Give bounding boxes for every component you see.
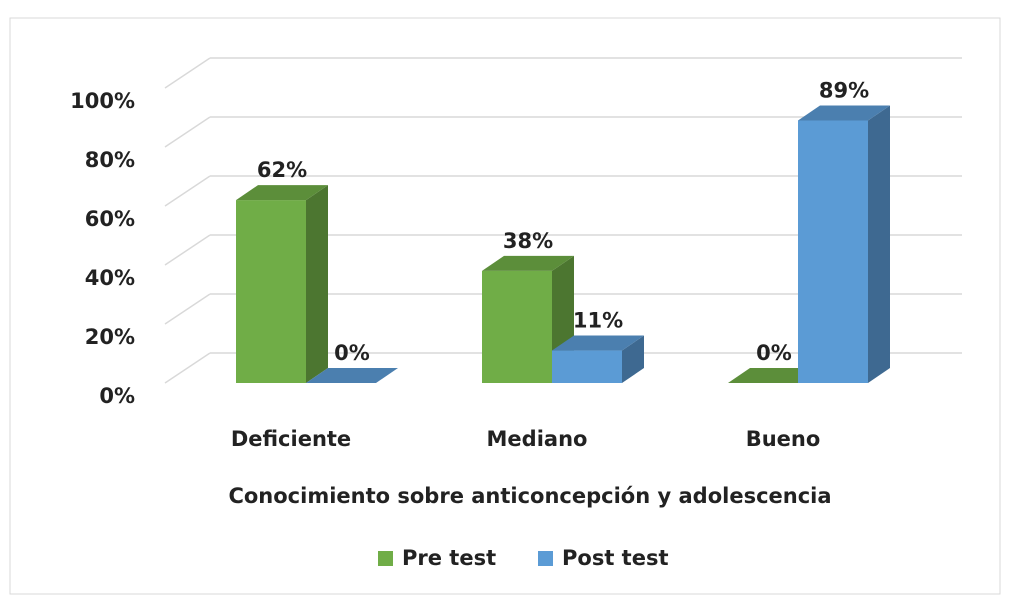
- legend-label: Post test: [562, 546, 669, 570]
- legend-swatch: [378, 551, 393, 566]
- legend-label: Pre test: [402, 546, 496, 570]
- bar: [482, 270, 552, 383]
- y-tick-label: 60%: [85, 207, 135, 231]
- data-label: 0%: [756, 341, 792, 365]
- bar: [798, 120, 868, 383]
- y-tick-label: 100%: [70, 89, 135, 113]
- grid-line: [164, 175, 211, 207]
- bar-top: [552, 335, 644, 351]
- grid-line: [164, 57, 211, 89]
- y-tick-label: 80%: [85, 148, 135, 172]
- y-tick-label: 40%: [85, 266, 135, 290]
- bar: [552, 350, 622, 383]
- x-tick-label: Bueno: [746, 427, 821, 451]
- grid-line: [164, 234, 211, 266]
- y-tick-label: 20%: [85, 325, 135, 349]
- bar-side: [306, 185, 328, 383]
- y-tick-label: 0%: [99, 384, 135, 408]
- x-axis-title: Conocimiento sobre anticoncepción y adol…: [228, 484, 831, 508]
- chart-frame: [9, 17, 1001, 595]
- grid-line: [164, 116, 211, 148]
- bar: [236, 200, 306, 383]
- x-tick-label: Mediano: [487, 427, 588, 451]
- x-tick-label: Deficiente: [231, 427, 351, 451]
- data-label: 0%: [334, 341, 370, 365]
- bar-top: [798, 105, 890, 121]
- grid-line: [164, 293, 211, 325]
- data-label: 89%: [819, 78, 869, 102]
- bar-top: [306, 368, 398, 383]
- bar-top: [482, 255, 574, 271]
- bar-top: [236, 185, 328, 201]
- bar-side: [868, 105, 890, 383]
- grid-line: [164, 352, 211, 384]
- legend-swatch: [538, 551, 553, 566]
- data-label: 38%: [503, 229, 553, 253]
- data-label: 62%: [257, 158, 307, 182]
- bar-top: [728, 368, 820, 383]
- bar-side: [622, 335, 644, 383]
- data-label: 11%: [573, 309, 623, 333]
